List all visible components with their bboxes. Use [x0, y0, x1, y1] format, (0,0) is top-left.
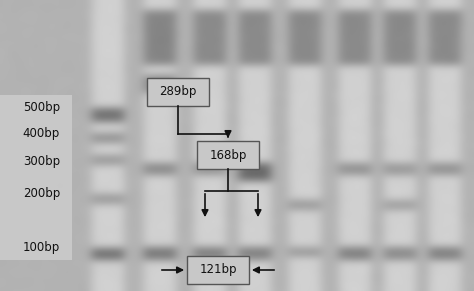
- Text: 168bp: 168bp: [210, 148, 246, 162]
- Text: 289bp: 289bp: [159, 86, 197, 98]
- Text: 100bp: 100bp: [23, 242, 60, 255]
- Text: 300bp: 300bp: [23, 155, 60, 168]
- FancyBboxPatch shape: [0, 95, 72, 260]
- Text: 400bp: 400bp: [23, 127, 60, 139]
- FancyBboxPatch shape: [187, 256, 249, 284]
- Text: 121bp: 121bp: [199, 263, 237, 276]
- FancyBboxPatch shape: [197, 141, 259, 169]
- Text: 200bp: 200bp: [23, 187, 60, 200]
- FancyBboxPatch shape: [147, 78, 209, 106]
- Text: 500bp: 500bp: [23, 102, 60, 114]
